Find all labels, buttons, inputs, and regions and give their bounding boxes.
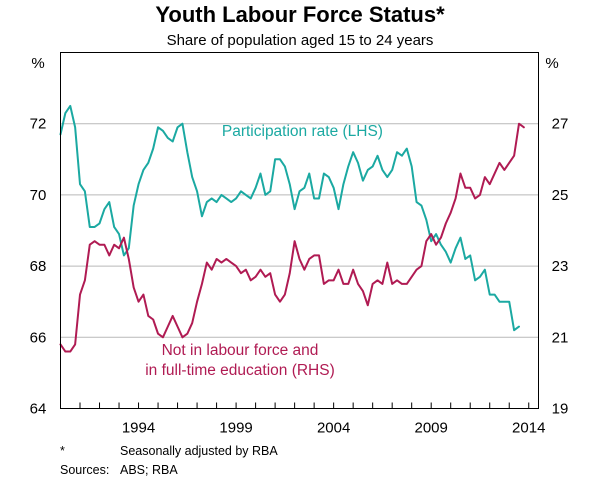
x-axis-tick-labels: 1994 1999 2004 2009 2014: [122, 420, 546, 437]
x-tick-label: 1994: [122, 420, 155, 437]
x-tick-label: 2004: [317, 420, 350, 437]
footnote-star: *: [60, 444, 65, 458]
x-tick-label: 2009: [415, 420, 448, 437]
chart-title: Youth Labour Force Status*: [155, 2, 445, 27]
right-tick-label: 25: [552, 187, 569, 204]
series-lines: [59, 104, 525, 353]
series-line-1: [59, 104, 520, 332]
chart-subtitle: Share of population aged 15 to 24 years: [167, 32, 434, 49]
footnote-sources-label: Sources:: [60, 463, 109, 477]
left-tick-label: 66: [30, 329, 47, 346]
x-tick-label: 1999: [219, 420, 252, 437]
right-tick-label: 23: [552, 258, 569, 275]
gridlines: [60, 123, 539, 338]
annotation-2-line-2: in full-time education (RHS): [145, 362, 335, 379]
series-line-2: [59, 122, 525, 353]
footnote-star-text: Seasonally adjusted by RBA: [120, 444, 278, 458]
left-axis-tick-labels: 64 66 68 70 72: [30, 116, 47, 418]
plot-frame: [60, 52, 539, 409]
series-annotations: Participation rate (LHS) Not in labour fo…: [145, 123, 383, 379]
right-tick-label: 27: [552, 116, 569, 133]
left-axis-unit: %: [31, 55, 44, 72]
x-tick-label: 2014: [512, 420, 545, 437]
right-tick-label: 21: [552, 329, 569, 346]
x-axis-ticks: [60, 402, 530, 409]
annotation-1-line-1: Participation rate (LHS): [222, 123, 383, 140]
right-tick-label: 19: [552, 401, 569, 418]
right-axis-unit: %: [545, 55, 558, 72]
left-tick-label: 70: [30, 187, 47, 204]
annotation-2-line-1: Not in labour force and: [162, 342, 319, 359]
left-tick-label: 68: [30, 258, 47, 275]
left-tick-label: 72: [30, 116, 47, 133]
footnote-sources-text: ABS; RBA: [120, 463, 178, 477]
left-tick-label: 64: [30, 401, 47, 418]
right-axis-tick-labels: 19 21 23 25 27: [552, 116, 569, 418]
